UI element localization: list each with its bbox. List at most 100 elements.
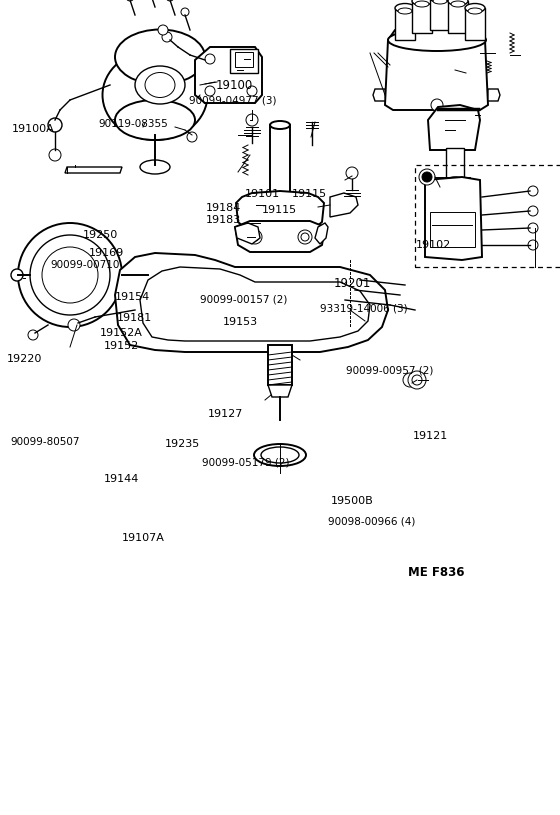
Circle shape [247, 86, 257, 96]
Circle shape [162, 32, 172, 42]
Circle shape [528, 240, 538, 250]
Bar [270, 125, 290, 197]
Text: 90099-80507: 90099-80507 [10, 437, 80, 447]
Text: 19220: 19220 [7, 354, 42, 363]
Bar [430, 0, 450, 30]
Text: 19102: 19102 [416, 240, 451, 249]
Ellipse shape [140, 160, 170, 174]
Circle shape [126, 0, 134, 1]
Circle shape [158, 25, 168, 35]
Polygon shape [65, 167, 122, 173]
Ellipse shape [448, 0, 468, 6]
Polygon shape [195, 47, 262, 103]
Polygon shape [373, 89, 385, 101]
Text: 19153: 19153 [223, 317, 258, 327]
Circle shape [431, 99, 443, 111]
Circle shape [408, 371, 426, 389]
Circle shape [18, 223, 122, 327]
Text: 90098-00966 (4): 90098-00966 (4) [328, 517, 415, 526]
Circle shape [248, 230, 262, 244]
Polygon shape [268, 385, 292, 397]
Circle shape [42, 247, 98, 303]
Text: 19184: 19184 [206, 203, 241, 213]
Circle shape [422, 172, 432, 182]
Ellipse shape [115, 29, 205, 85]
Bar [268, 345, 292, 385]
Ellipse shape [395, 3, 415, 12]
Polygon shape [140, 267, 370, 341]
Text: 19152A: 19152A [100, 328, 143, 337]
Text: 19154: 19154 [115, 293, 150, 302]
Ellipse shape [468, 8, 482, 14]
Ellipse shape [135, 66, 185, 104]
Bar [230, 49, 258, 73]
Bar [415, 165, 560, 267]
Text: 19115: 19115 [262, 205, 297, 215]
Circle shape [205, 86, 215, 96]
Circle shape [301, 233, 309, 241]
Text: 19107A: 19107A [122, 533, 165, 543]
Text: 19100A: 19100A [12, 124, 55, 134]
Text: 90099-00157 (2): 90099-00157 (2) [200, 295, 288, 305]
Text: 19169: 19169 [88, 248, 124, 258]
Circle shape [251, 233, 259, 241]
Text: 19100: 19100 [216, 79, 253, 92]
Text: ME F836: ME F836 [408, 566, 464, 579]
Circle shape [30, 235, 110, 315]
Circle shape [403, 373, 417, 387]
Bar [446, 148, 464, 180]
Circle shape [528, 223, 538, 233]
Text: 93319-14006 (3): 93319-14006 (3) [320, 303, 408, 313]
Circle shape [528, 206, 538, 216]
Bar [395, 8, 415, 40]
Ellipse shape [465, 3, 485, 12]
Circle shape [68, 319, 80, 331]
Bar [430, 212, 475, 247]
Circle shape [205, 54, 215, 64]
Circle shape [48, 118, 62, 132]
Ellipse shape [412, 0, 432, 6]
Text: 19152: 19152 [104, 341, 139, 351]
Polygon shape [148, 268, 162, 282]
Ellipse shape [115, 100, 195, 140]
Circle shape [298, 230, 312, 244]
Ellipse shape [415, 1, 429, 7]
Polygon shape [235, 223, 260, 244]
Circle shape [246, 114, 258, 126]
Ellipse shape [270, 121, 290, 129]
Text: 19201: 19201 [333, 277, 371, 290]
Text: 19235: 19235 [165, 439, 200, 449]
Text: 90099-00710: 90099-00710 [50, 260, 120, 270]
Ellipse shape [398, 8, 412, 14]
Text: 90119-08355: 90119-08355 [98, 119, 168, 129]
Circle shape [187, 132, 197, 142]
Ellipse shape [430, 0, 450, 2]
Ellipse shape [433, 0, 447, 4]
Circle shape [412, 375, 422, 385]
Circle shape [166, 0, 174, 1]
Circle shape [528, 186, 538, 196]
Ellipse shape [446, 177, 464, 185]
Polygon shape [425, 177, 482, 260]
Ellipse shape [102, 50, 208, 140]
Polygon shape [488, 89, 500, 101]
Text: 90099-04977 (3): 90099-04977 (3) [189, 95, 277, 105]
Polygon shape [236, 191, 324, 227]
Polygon shape [235, 221, 325, 252]
Text: 19101: 19101 [245, 189, 281, 199]
Text: 90099-00957 (2): 90099-00957 (2) [346, 366, 433, 376]
Circle shape [419, 169, 435, 185]
Circle shape [181, 8, 189, 16]
Bar [448, 1, 468, 33]
Circle shape [49, 149, 61, 161]
Polygon shape [330, 193, 358, 217]
Polygon shape [315, 223, 328, 244]
Text: 19181: 19181 [116, 313, 152, 323]
Polygon shape [428, 105, 480, 150]
Ellipse shape [388, 29, 486, 51]
Bar [465, 8, 485, 40]
Text: 19144: 19144 [104, 474, 139, 484]
Ellipse shape [145, 73, 175, 98]
Text: 19183: 19183 [206, 215, 241, 225]
Ellipse shape [261, 447, 299, 463]
